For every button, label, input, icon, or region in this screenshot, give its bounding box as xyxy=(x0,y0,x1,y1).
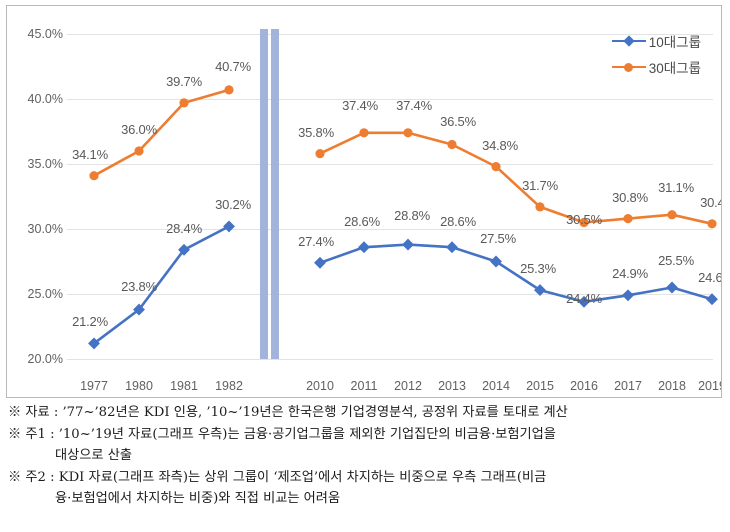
data-point-marker xyxy=(490,255,502,268)
x-axis-tick-label: 2012 xyxy=(394,379,422,393)
data-point-label: 28.6% xyxy=(440,214,476,230)
data-point-label: 34.1% xyxy=(72,146,108,162)
gridline xyxy=(67,359,713,360)
legend-item-10대그룹[interactable]: 10대그룹 xyxy=(611,28,701,54)
x-axis-tick-label: 1977 xyxy=(80,379,108,393)
x-axis-tick-label: 2011 xyxy=(350,379,378,393)
x-axis-tick-label: 2010 xyxy=(306,379,334,393)
data-point-label: 28.8% xyxy=(394,207,430,223)
data-point-label: 37.4% xyxy=(342,97,378,113)
data-point-label: 21.2% xyxy=(72,314,108,330)
data-point-marker xyxy=(707,219,717,229)
data-point-marker xyxy=(89,171,99,181)
y-axis-tick-label: 35.0% xyxy=(27,157,63,171)
data-point-label: 28.4% xyxy=(166,220,202,236)
data-point-marker xyxy=(178,243,190,256)
data-point-marker xyxy=(623,214,633,224)
data-point-marker xyxy=(315,149,325,159)
series-line-10대그룹 xyxy=(92,225,231,345)
axis-break-band xyxy=(260,29,268,359)
x-axis-tick-label: 2016 xyxy=(570,379,598,393)
data-point-marker xyxy=(666,281,678,294)
chart-legend: 10대그룹 30대그룹 xyxy=(611,28,701,80)
x-axis-tick-label: 1982 xyxy=(215,379,243,393)
legend-marker-orange-circle-icon xyxy=(611,60,646,74)
gridline xyxy=(67,34,713,35)
data-point-marker xyxy=(622,289,634,302)
data-point-label: 34.8% xyxy=(482,137,518,153)
footnote-note1-line1: ※ 주1 : ’10~’19년 자료(그래프 우측)는 금융·공기업그룹을 제외… xyxy=(8,427,556,443)
y-axis-tick-label: 30.0% xyxy=(27,222,63,236)
series-line-30대그룹 xyxy=(92,88,231,177)
data-point-marker xyxy=(446,241,458,254)
data-point-label: 28.6% xyxy=(344,214,380,230)
data-point-marker xyxy=(359,128,369,138)
x-axis-tick-label: 2014 xyxy=(482,379,510,393)
data-point-marker xyxy=(133,303,145,316)
data-point-label: 36.5% xyxy=(440,113,476,129)
legend-label: 10대그룹 xyxy=(648,35,701,50)
data-point-label: 31.7% xyxy=(522,177,558,193)
data-point-label: 40.7% xyxy=(215,58,251,74)
data-point-label: 31.1% xyxy=(658,179,694,195)
y-axis-tick-label: 25.0% xyxy=(27,287,63,301)
y-axis-tick-label: 40.0% xyxy=(27,92,63,106)
data-point-label: 30.5% xyxy=(566,211,602,227)
data-point-label: 25.3% xyxy=(520,261,556,277)
legend-item-30대그룹[interactable]: 30대그룹 xyxy=(611,54,701,80)
data-point-label: 23.8% xyxy=(121,278,157,294)
footnote-note2-line2: 융·보험업에서 차지하는 비중)와 직접 비교는 어려움 xyxy=(55,490,341,506)
data-point-label: 24.9% xyxy=(612,266,648,282)
data-point-label: 39.7% xyxy=(166,73,202,89)
x-axis-tick-label: 2013 xyxy=(438,379,466,393)
data-point-marker xyxy=(223,220,235,233)
x-axis-tick-label: 2019 xyxy=(698,379,721,393)
data-point-label: 36.0% xyxy=(121,122,157,137)
data-point-label: 24.6% xyxy=(698,270,721,286)
gridline xyxy=(67,99,713,100)
y-axis-tick-label: 45.0% xyxy=(27,27,63,41)
data-point-marker xyxy=(447,139,457,150)
chart-container: 45.0% 40.0% 35.0% 30.0% 25.0% 20.0% 1977… xyxy=(6,5,722,398)
gridline xyxy=(67,164,713,165)
gridline xyxy=(67,294,713,295)
data-point-marker xyxy=(358,241,370,254)
data-point-label: 27.4% xyxy=(298,233,334,249)
footnote-note2-line1: ※ 주2 : KDI 자료(그래프 좌측)는 상위 그룹이 ‘제조업’에서 차지… xyxy=(8,470,547,486)
data-point-marker xyxy=(706,293,718,306)
data-point-label: 30.8% xyxy=(612,189,648,205)
data-point-label: 30.2% xyxy=(215,197,251,213)
footnote-note1-line2: 대상으로 산출 xyxy=(55,447,132,463)
data-point-marker xyxy=(134,146,144,156)
x-axis-tick-label: 2015 xyxy=(526,379,554,393)
data-point-marker xyxy=(403,128,413,138)
data-point-marker xyxy=(535,202,545,212)
legend-label: 30대그룹 xyxy=(648,61,701,76)
data-point-label: 25.5% xyxy=(658,252,694,268)
data-point-label: 27.5% xyxy=(480,230,516,246)
data-point-marker xyxy=(667,210,677,220)
data-point-marker xyxy=(402,238,414,251)
data-point-marker xyxy=(224,85,234,95)
y-axis-tick-label: 20.0% xyxy=(27,352,63,366)
gridline xyxy=(67,229,713,230)
footnotes: ※ 자료 : ’77~’82년은 KDI 인용, ’10~’19년은 한국은행 … xyxy=(8,402,724,510)
data-point-label: 35.8% xyxy=(298,124,334,140)
data-point-label: 37.4% xyxy=(396,97,432,113)
data-point-label: 30.4% xyxy=(700,194,721,210)
legend-marker-blue-diamond-icon xyxy=(611,34,646,48)
x-axis-tick-label: 1980 xyxy=(125,379,153,393)
x-axis-tick-label: 1981 xyxy=(170,379,198,393)
axis-break-band xyxy=(271,29,279,359)
x-axis-tick-label: 2018 xyxy=(658,379,686,393)
data-point-marker xyxy=(88,337,100,350)
x-axis-tick-label: 2017 xyxy=(614,379,642,393)
data-point-label: 24.4% xyxy=(566,290,602,306)
data-point-marker xyxy=(314,256,326,269)
footnote-source: ※ 자료 : ’77~’82년은 KDI 인용, ’10~’19년은 한국은행 … xyxy=(8,405,568,420)
